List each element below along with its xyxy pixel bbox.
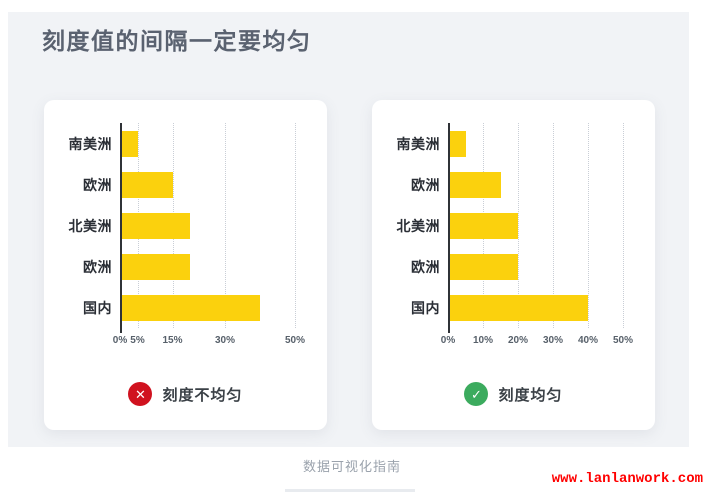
category-label: 北美洲: [396, 217, 440, 234]
bar: [448, 171, 501, 198]
gridline: [295, 123, 296, 328]
category-label: 北美洲: [68, 217, 112, 234]
category-label: 国内: [83, 299, 112, 316]
cross-icon: ✕: [128, 382, 153, 406]
category-label: 欧洲: [83, 258, 112, 275]
check-icon: ✓: [464, 382, 489, 406]
bar: [448, 294, 588, 321]
category-label: 南美洲: [68, 135, 112, 152]
x-tick-label: 10%: [472, 335, 494, 346]
chart-row: 北美洲: [384, 205, 639, 246]
page-title: 刻度值的间隔一定要均匀: [42, 28, 312, 54]
bar: [448, 130, 466, 157]
category-label: 南美洲: [396, 135, 440, 152]
watermark-link[interactable]: www.lanlanwork.com: [551, 471, 703, 487]
gridline: [553, 123, 554, 328]
gridline: [225, 123, 226, 328]
x-tick-label: 30%: [542, 335, 564, 346]
gridline: [588, 123, 589, 328]
bar: [120, 130, 138, 157]
caption-label: 刻度不均匀: [162, 386, 243, 404]
bottom-divider: [285, 489, 415, 492]
y-axis-line: [120, 123, 122, 333]
caption-label: 刻度均匀: [498, 386, 563, 404]
chart-row: 欧洲: [56, 164, 311, 205]
category-label: 国内: [411, 299, 440, 316]
chart-row: 南美洲: [56, 123, 311, 164]
category-label: 欧洲: [83, 176, 112, 193]
x-tick-label: 15%: [162, 335, 183, 346]
caption-even-scale: ✓ 刻度均匀: [372, 382, 655, 406]
bar: [120, 171, 173, 198]
x-axis-ticks: 0% 5% 15% 30% 50%: [56, 335, 311, 349]
gridline: [518, 123, 519, 328]
x-tick-label: 0%: [112, 335, 128, 346]
chart-row: 北美洲: [56, 205, 311, 246]
bar-chart-even-scale: 南美洲 欧洲 北美洲 欧洲 国内 0% 10% 20% 30% 40% 50%: [384, 123, 639, 373]
bar: [120, 212, 190, 239]
caption-uneven-scale: ✕ 刻度不均匀: [44, 382, 327, 406]
x-tick-label: 0%: [440, 335, 456, 346]
chart-row: 欧洲: [384, 164, 639, 205]
x-tick-label: 50%: [612, 335, 634, 346]
footer-caption: 数据可视化指南: [302, 459, 401, 474]
chart-row: 国内: [384, 287, 639, 328]
bar: [120, 294, 260, 321]
x-axis-ticks: 0% 10% 20% 30% 40% 50%: [384, 335, 639, 349]
card-even-scale: 南美洲 欧洲 北美洲 欧洲 国内 0% 10% 20% 30% 40% 50% ✓ 刻度均匀: [372, 100, 655, 430]
x-tick-label: 5%: [130, 335, 145, 346]
bar: [448, 212, 518, 239]
category-label: 欧洲: [411, 258, 440, 275]
chart-row: 欧洲: [56, 246, 311, 287]
bar: [120, 253, 190, 280]
bar-chart-uneven-scale: 南美洲 欧洲 北美洲 欧洲 国内 0% 5% 15% 30% 50%: [56, 123, 311, 373]
chart-row: 南美洲: [384, 123, 639, 164]
bar: [448, 253, 518, 280]
x-tick-label: 30%: [214, 335, 236, 346]
x-tick-label: 20%: [507, 335, 529, 346]
gridline: [623, 123, 624, 328]
category-label: 欧洲: [411, 176, 440, 193]
content-panel: 刻度值的间隔一定要均匀 南美洲 欧洲 北美洲 欧洲 国内 0% 5% 15% 30% 50% ✕ …: [8, 12, 689, 447]
x-tick-label: 40%: [577, 335, 599, 346]
y-axis-line: [448, 123, 450, 333]
x-tick-label: 50%: [284, 335, 306, 346]
card-uneven-scale: 南美洲 欧洲 北美洲 欧洲 国内 0% 5% 15% 30% 50% ✕ 刻度不均匀: [44, 100, 327, 430]
chart-row: 国内: [56, 287, 311, 328]
chart-row: 欧洲: [384, 246, 639, 287]
